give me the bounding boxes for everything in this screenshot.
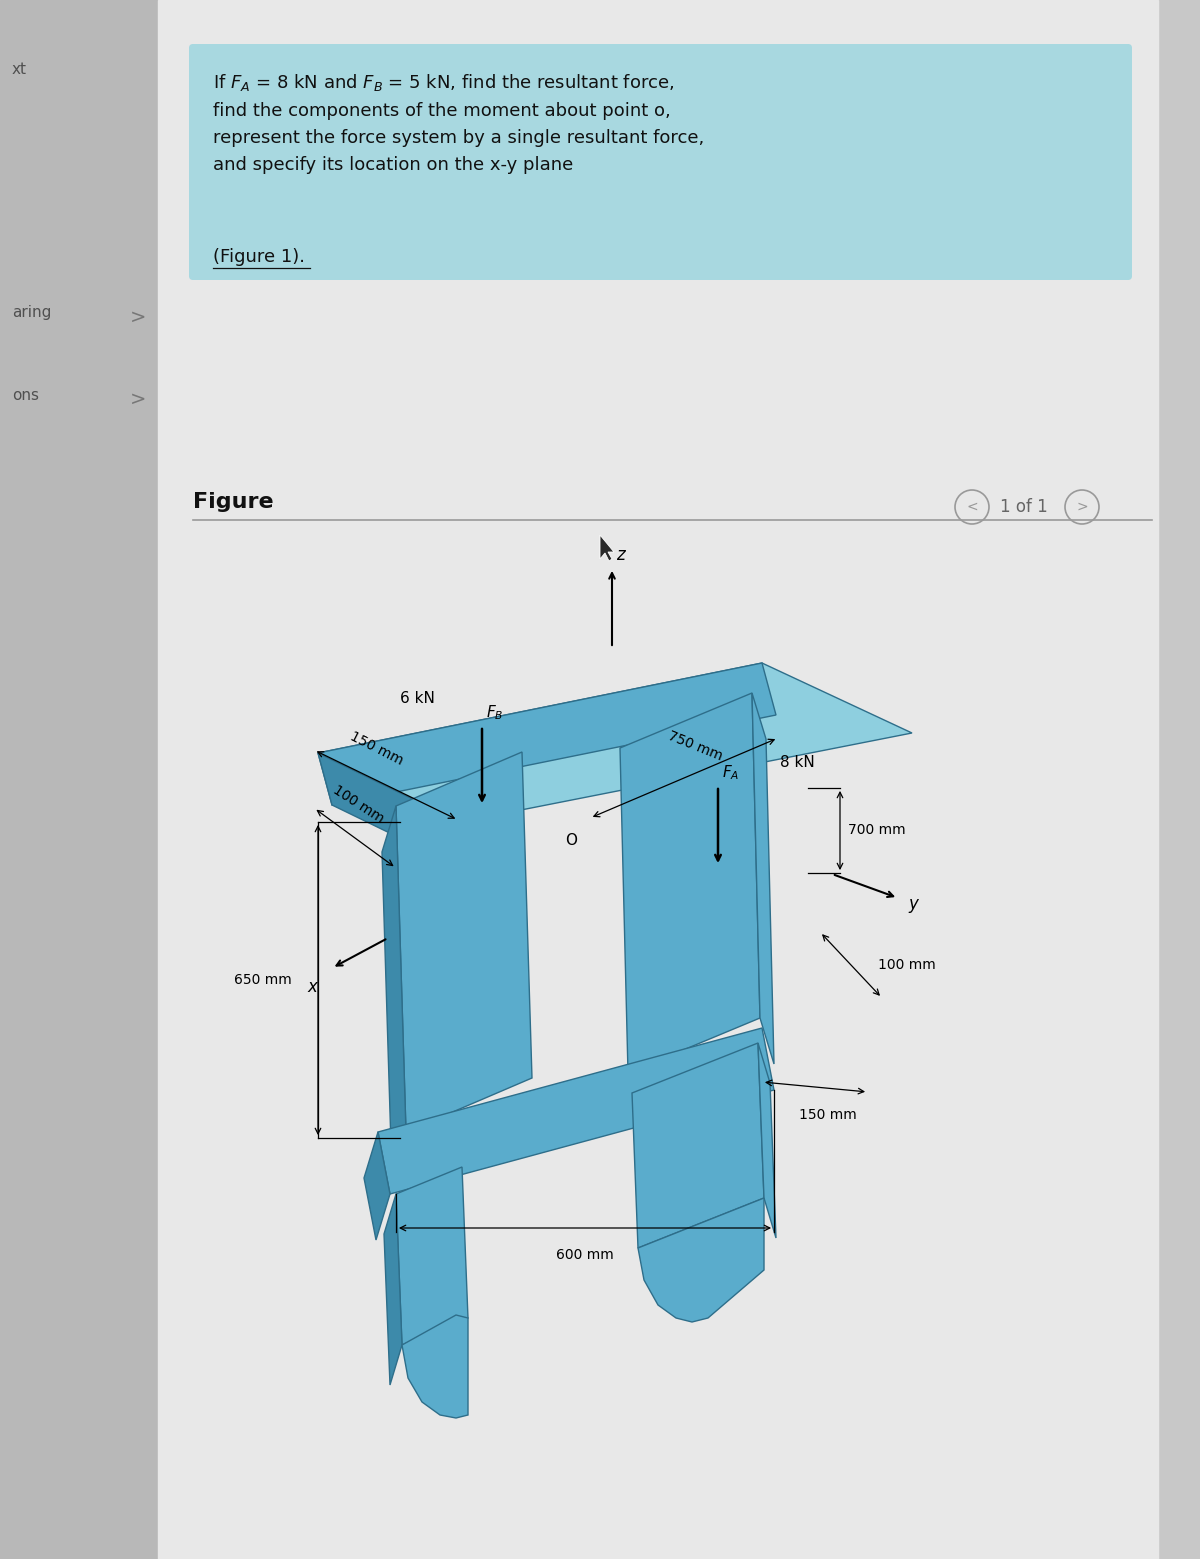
Text: z: z [616,546,625,564]
Polygon shape [752,694,774,1063]
Text: Figure: Figure [193,493,274,511]
Polygon shape [378,1027,774,1194]
Text: aring: aring [12,306,52,320]
Text: ons: ons [12,388,38,402]
Text: If $F_A$ = 8 kN and $F_B$ = 5 kN, find the resultant force,
find the components : If $F_A$ = 8 kN and $F_B$ = 5 kN, find t… [214,72,704,175]
Text: xt: xt [12,62,28,76]
Polygon shape [382,806,406,1179]
Polygon shape [318,753,474,875]
Text: $F_B$: $F_B$ [486,703,504,722]
Polygon shape [318,663,776,804]
Polygon shape [758,1043,776,1238]
FancyBboxPatch shape [190,44,1132,281]
Text: <: < [966,500,978,514]
Polygon shape [384,1194,402,1384]
Polygon shape [396,751,532,1132]
Text: 8 kN: 8 kN [780,755,815,770]
Text: $F_A$: $F_A$ [722,764,739,783]
Bar [158,0,1158,1559]
Polygon shape [318,663,912,822]
Text: 100 mm: 100 mm [878,957,936,971]
Text: 600 mm: 600 mm [556,1249,614,1261]
Text: (Figure 1).: (Figure 1). [214,248,305,267]
Text: 150 mm: 150 mm [348,730,406,769]
Polygon shape [364,1132,390,1239]
Polygon shape [402,1314,468,1419]
Text: >: > [130,309,146,327]
Text: 1 of 1: 1 of 1 [1000,497,1048,516]
Bar [1158,0,1200,1559]
Polygon shape [620,694,760,1073]
Text: 650 mm: 650 mm [234,973,292,987]
Text: 6 kN: 6 kN [400,691,434,706]
Text: >: > [1076,500,1088,514]
Text: 750 mm: 750 mm [666,728,725,762]
Text: 700 mm: 700 mm [848,823,906,837]
Polygon shape [600,535,614,561]
Polygon shape [638,1197,764,1322]
Text: 150 mm: 150 mm [799,1108,857,1122]
Text: x: x [307,977,317,996]
Text: 100 mm: 100 mm [330,783,386,826]
Polygon shape [396,1168,468,1345]
Text: y: y [908,895,918,914]
Text: >: > [130,390,146,408]
Polygon shape [632,1043,764,1249]
Bar [0,0,158,1559]
Text: O: O [565,833,577,848]
